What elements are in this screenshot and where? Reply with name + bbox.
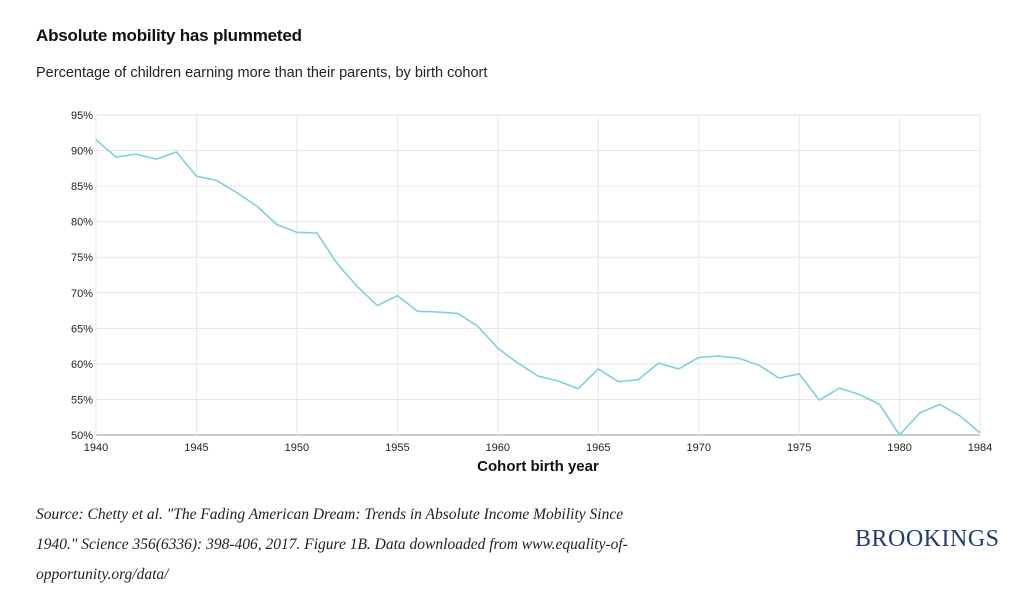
y-tick-label: 55% xyxy=(71,394,93,406)
x-tick-label: 1965 xyxy=(586,442,610,454)
x-tick-label: 1960 xyxy=(486,442,510,454)
y-axis-ticks: 50% 55% 60% 65% 70% 75% 80% 85% 90% 95% xyxy=(71,110,93,442)
chart-subtitle: Percentage of children earning more than… xyxy=(36,65,488,81)
x-tick-label: 1945 xyxy=(184,442,208,454)
line-chart: 50%55%60%65%70%75%80%85%90%95% 1940 1945 1… xyxy=(71,110,992,475)
grid-lines xyxy=(95,114,981,436)
chart-title: Absolute mobility has plummeted xyxy=(36,26,302,45)
y-tick-label: 85% xyxy=(71,181,93,193)
source-note: Source: Chetty et al. "The Fading Americ… xyxy=(36,506,628,583)
brookings-logo: BROOKINGS xyxy=(855,526,1000,552)
x-tick-label: 1955 xyxy=(385,442,409,454)
x-tick-label: 1980 xyxy=(887,442,911,454)
y-tick-label: 70% xyxy=(71,288,93,300)
x-tick-label: 1970 xyxy=(686,442,710,454)
x-axis-ticks: 1940 1945 1950 1955 1960 1965 1970 1975 1980 1984 xyxy=(84,442,992,454)
x-tick-label: 1950 xyxy=(285,442,309,454)
y-tick-label: 50% xyxy=(71,430,93,442)
y-tick-label: 65% xyxy=(71,323,93,335)
x-tick-label: 1975 xyxy=(787,442,811,454)
series-layer xyxy=(95,139,981,436)
x-tick-label: 1984 xyxy=(968,442,992,454)
y-tick-label: 90% xyxy=(71,146,93,158)
x-axis-label: Cohort birth year xyxy=(477,458,599,475)
y-tick-label: 95% xyxy=(71,110,93,122)
y-tick-label: 75% xyxy=(71,252,93,264)
y-tick-label: 60% xyxy=(71,359,93,371)
series-line xyxy=(95,139,981,436)
x-tick-label: 1940 xyxy=(84,442,108,454)
y-tick-label: 80% xyxy=(71,217,93,229)
